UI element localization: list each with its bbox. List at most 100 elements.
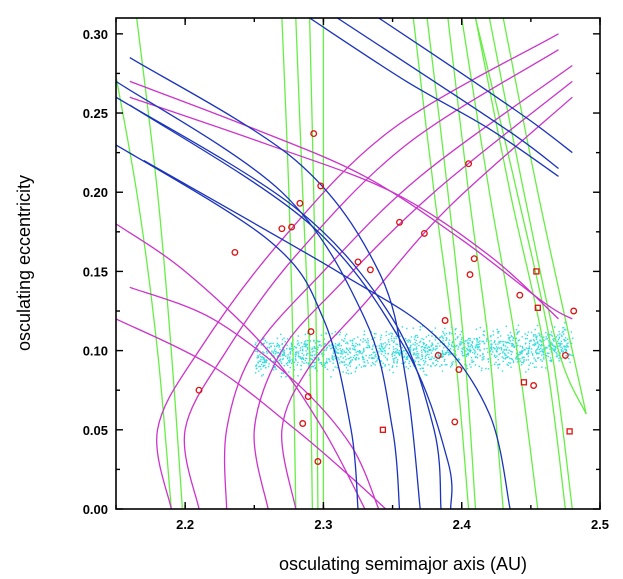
- x-axis-label: osculating semimajor axis (AU): [279, 554, 527, 574]
- family-member-point: [384, 363, 386, 366]
- family-member-point: [430, 345, 432, 347]
- family-member-point: [340, 349, 342, 352]
- family-member-point: [410, 336, 413, 338]
- family-member-point: [331, 355, 333, 357]
- family-member-point: [285, 376, 287, 378]
- family-member-point: [393, 362, 395, 364]
- family-member-point: [544, 348, 546, 350]
- family-member-point: [262, 338, 264, 341]
- family-member-point: [279, 359, 281, 361]
- family-member-point: [527, 368, 530, 371]
- family-member-point: [503, 349, 505, 351]
- family-member-point: [537, 341, 539, 343]
- family-member-point: [276, 337, 279, 339]
- family-member-point: [428, 349, 430, 351]
- family-member-point: [305, 353, 308, 355]
- family-member-point: [435, 345, 437, 347]
- family-member-point: [479, 340, 481, 342]
- family-member-point: [335, 351, 337, 353]
- family-member-point: [341, 361, 344, 363]
- family-member-point: [502, 352, 504, 354]
- family-member-point: [550, 359, 552, 361]
- family-member-point: [436, 345, 438, 347]
- family-member-point: [485, 340, 488, 342]
- family-member-point: [512, 339, 514, 341]
- family-member-point: [375, 353, 377, 356]
- family-member-point: [507, 355, 509, 358]
- family-member-point: [272, 369, 275, 371]
- family-member-point: [424, 357, 427, 360]
- family-member-point: [481, 340, 483, 343]
- family-member-point: [549, 357, 552, 359]
- family-member-point: [355, 357, 358, 359]
- family-member-point: [375, 333, 377, 335]
- family-member-point: [264, 364, 266, 367]
- family-member-point: [263, 342, 265, 345]
- family-member-point: [351, 344, 353, 347]
- family-member-point: [525, 371, 527, 373]
- family-member-point: [306, 343, 308, 345]
- family-member-point: [474, 349, 476, 352]
- family-member-point: [443, 353, 446, 356]
- family-member-point: [558, 354, 560, 357]
- family-member-point: [509, 357, 511, 359]
- family-member-point: [380, 344, 383, 346]
- family-member-point: [376, 360, 378, 362]
- family-member-point: [528, 347, 530, 349]
- family-member-point: [502, 345, 505, 347]
- family-member-point: [444, 334, 446, 336]
- family-member-point: [347, 364, 349, 366]
- family-member-point: [284, 341, 286, 343]
- family-member-point: [313, 347, 315, 349]
- family-member-point: [530, 331, 533, 334]
- family-member-point: [539, 345, 542, 347]
- family-member-point: [256, 351, 259, 353]
- family-member-point: [444, 327, 446, 330]
- family-member-point: [340, 352, 342, 354]
- family-member-point: [408, 362, 410, 365]
- family-member-point: [274, 359, 277, 361]
- asteroid-circle-marker: [466, 271, 474, 279]
- family-member-point: [513, 345, 516, 347]
- family-member-point: [524, 338, 527, 340]
- family-member-point: [353, 338, 355, 340]
- family-member-point: [510, 343, 512, 345]
- family-member-point: [310, 358, 313, 360]
- family-member-point: [476, 341, 478, 343]
- family-member-point: [495, 350, 498, 352]
- family-member-point: [468, 350, 470, 352]
- family-member-point: [276, 345, 278, 348]
- family-member-point: [466, 353, 469, 355]
- family-member-point: [565, 350, 568, 352]
- family-member-point: [281, 343, 283, 346]
- family-member-point: [310, 354, 312, 356]
- family-member-point: [277, 344, 280, 346]
- family-member-point: [362, 338, 365, 340]
- family-member-point: [384, 342, 386, 344]
- family-member-point: [276, 344, 279, 346]
- family-member-point: [505, 348, 507, 351]
- family-member-point: [413, 359, 415, 361]
- family-member-point: [345, 351, 348, 353]
- family-member-point: [528, 342, 531, 345]
- family-member-point: [341, 349, 344, 351]
- family-member-point: [442, 340, 444, 342]
- family-member-point: [564, 348, 567, 350]
- x-tick-label: 2.3: [314, 517, 332, 532]
- family-member-point: [321, 365, 324, 367]
- family-member-point: [565, 346, 567, 348]
- family-member-point: [483, 334, 485, 337]
- family-member-point: [516, 361, 519, 363]
- family-member-point: [471, 342, 474, 344]
- family-member-point: [311, 354, 314, 357]
- family-member-point: [378, 345, 380, 347]
- family-member-point: [460, 350, 463, 353]
- family-member-point: [473, 360, 475, 363]
- family-member-point: [495, 361, 497, 364]
- family-member-point: [365, 354, 367, 357]
- family-member-point: [421, 351, 423, 353]
- family-member-point: [338, 352, 340, 354]
- family-member-point: [393, 341, 395, 343]
- family-member-point: [383, 349, 386, 352]
- family-member-point: [427, 364, 429, 366]
